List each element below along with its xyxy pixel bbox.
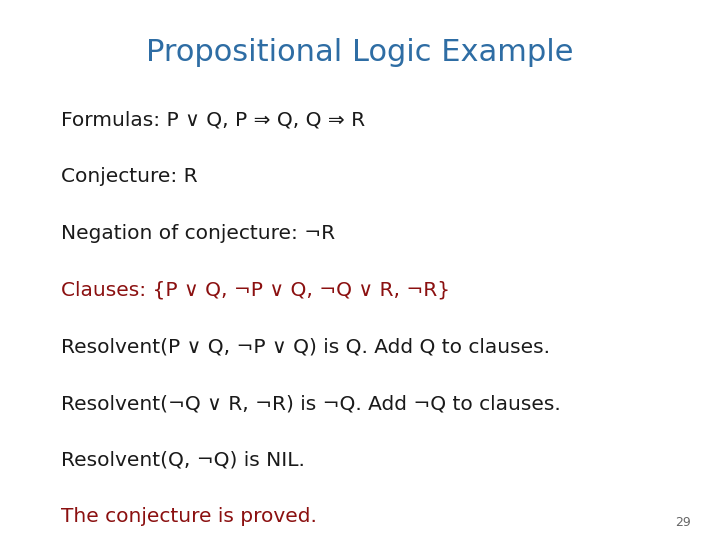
Text: 29: 29 bbox=[675, 516, 691, 529]
Text: Conjecture: R: Conjecture: R bbox=[61, 167, 198, 186]
Text: Propositional Logic Example: Propositional Logic Example bbox=[146, 38, 574, 67]
Text: Resolvent(P ∨ Q, ¬P ∨ Q) is Q. Add Q to clauses.: Resolvent(P ∨ Q, ¬P ∨ Q) is Q. Add Q to … bbox=[61, 338, 550, 356]
Text: Clauses: {P ∨ Q, ¬P ∨ Q, ¬Q ∨ R, ¬R}: Clauses: {P ∨ Q, ¬P ∨ Q, ¬Q ∨ R, ¬R} bbox=[61, 281, 450, 300]
Text: Formulas: P ∨ Q, P ⇒ Q, Q ⇒ R: Formulas: P ∨ Q, P ⇒ Q, Q ⇒ R bbox=[61, 111, 365, 130]
Text: The conjecture is proved.: The conjecture is proved. bbox=[61, 508, 317, 526]
Text: Resolvent(¬Q ∨ R, ¬R) is ¬Q. Add ¬Q to clauses.: Resolvent(¬Q ∨ R, ¬R) is ¬Q. Add ¬Q to c… bbox=[61, 394, 561, 413]
Text: Resolvent(Q, ¬Q) is NIL.: Resolvent(Q, ¬Q) is NIL. bbox=[61, 451, 305, 470]
Text: Negation of conjecture: ¬R: Negation of conjecture: ¬R bbox=[61, 224, 336, 243]
